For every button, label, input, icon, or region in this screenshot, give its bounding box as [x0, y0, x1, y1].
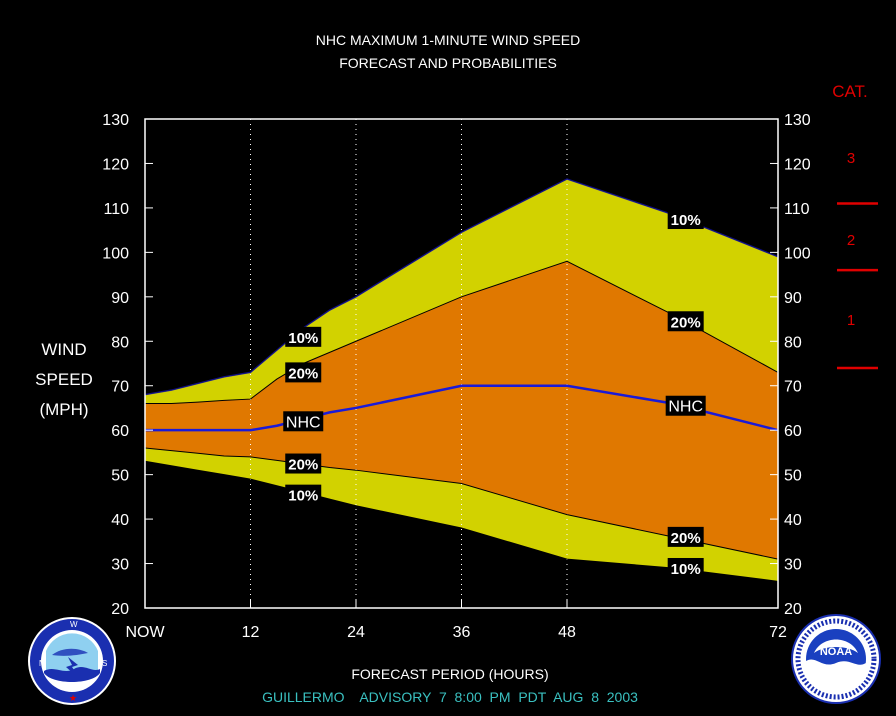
series-label: 20% — [288, 365, 318, 382]
advisory-footer: GUILLERMO ADVISORY 7 8:00 PM PDT AUG 8 2… — [262, 689, 638, 705]
chart-subtitle: FORECAST AND PROBABILITIES — [339, 55, 557, 71]
x-tick-label-72: 72 — [769, 624, 787, 641]
y-tick-label-left: 120 — [102, 156, 129, 173]
y-tick-label-right: 20 — [784, 601, 802, 618]
series-label-box — [667, 209, 704, 230]
x-tick-label-36: 36 — [453, 624, 471, 641]
series-label-box — [285, 453, 322, 474]
series-label: 20% — [671, 314, 701, 331]
x-tick-label-24: 24 — [347, 624, 365, 641]
y-tick-label-left: 20 — [111, 601, 129, 618]
y-tick-label-right: 50 — [784, 468, 802, 485]
y-tick-label-left: 50 — [111, 468, 129, 485]
y-tick-label-right: 120 — [784, 156, 811, 173]
category-label-2: 2 — [847, 232, 855, 249]
series-label: 10% — [288, 330, 318, 347]
y-tick-label-left: 60 — [111, 423, 129, 440]
series-label-box — [667, 557, 704, 578]
series-label-box — [667, 311, 704, 332]
y-axis-label-line-3: (MPH) — [39, 400, 88, 419]
nws-logo-star: ★ — [69, 694, 77, 704]
y-tick-label-right: 110 — [784, 201, 810, 218]
series-label: 10% — [671, 212, 701, 229]
noaa-logo-text: NOAA — [820, 646, 852, 658]
y-tick-label-left: 100 — [102, 245, 129, 262]
series-label-box — [283, 411, 324, 432]
y-tick-label-right: 90 — [784, 290, 802, 307]
y-tick-label-right: 70 — [784, 379, 802, 396]
y-axis-label-line-1: WIND — [41, 340, 86, 359]
noaa-logo: NOAA — [791, 614, 881, 704]
series-label: 20% — [671, 530, 701, 547]
y-tick-label-right: 60 — [784, 423, 802, 440]
y-tick-label-left: 90 — [111, 290, 129, 307]
y-tick-label-right: 40 — [784, 512, 802, 529]
y-tick-label-left: 40 — [111, 512, 129, 529]
series-label-box — [665, 395, 706, 416]
nws-logo: N W S ★ — [28, 617, 116, 705]
y-tick-label-left: 110 — [103, 201, 129, 218]
series-label: NHC — [286, 414, 321, 431]
series-label: 10% — [671, 561, 701, 578]
y-tick-label-right: 100 — [784, 245, 811, 262]
x-tick-label-48: 48 — [558, 624, 576, 641]
series-label-box — [285, 326, 322, 347]
series-label-box — [285, 362, 322, 383]
y-tick-label-right: 80 — [784, 334, 802, 351]
nws-logo-letter-n: N — [39, 659, 45, 668]
series-label-box — [285, 484, 322, 505]
category-title: CAT. — [832, 82, 868, 101]
y-tick-label-right: 30 — [784, 557, 802, 574]
series-label: 20% — [288, 457, 318, 474]
x-tick-label-12: 12 — [242, 624, 260, 641]
y-axis-label-line-2: SPEED — [35, 370, 93, 389]
y-tick-label-left: 30 — [111, 557, 129, 574]
y-tick-label-left: 130 — [102, 112, 129, 129]
nws-logo-letter-w: W — [70, 620, 78, 629]
category-label-1: 1 — [847, 312, 855, 329]
y-tick-label-right: 130 — [784, 112, 811, 129]
chart-title: NHC MAXIMUM 1-MINUTE WIND SPEED — [316, 32, 580, 48]
x-axis-label: FORECAST PERIOD (HOURS) — [351, 666, 548, 682]
y-tick-label-left: 80 — [111, 334, 129, 351]
y-tick-label-left: 70 — [111, 379, 129, 396]
inner-probability-band — [145, 261, 778, 560]
series-label: NHC — [668, 399, 703, 416]
category-label-3: 3 — [847, 150, 855, 167]
nws-logo-letter-s: S — [102, 659, 107, 668]
x-tick-label-NOW: NOW — [125, 624, 165, 641]
series-label-box — [667, 526, 704, 547]
series-label: 10% — [288, 488, 318, 505]
